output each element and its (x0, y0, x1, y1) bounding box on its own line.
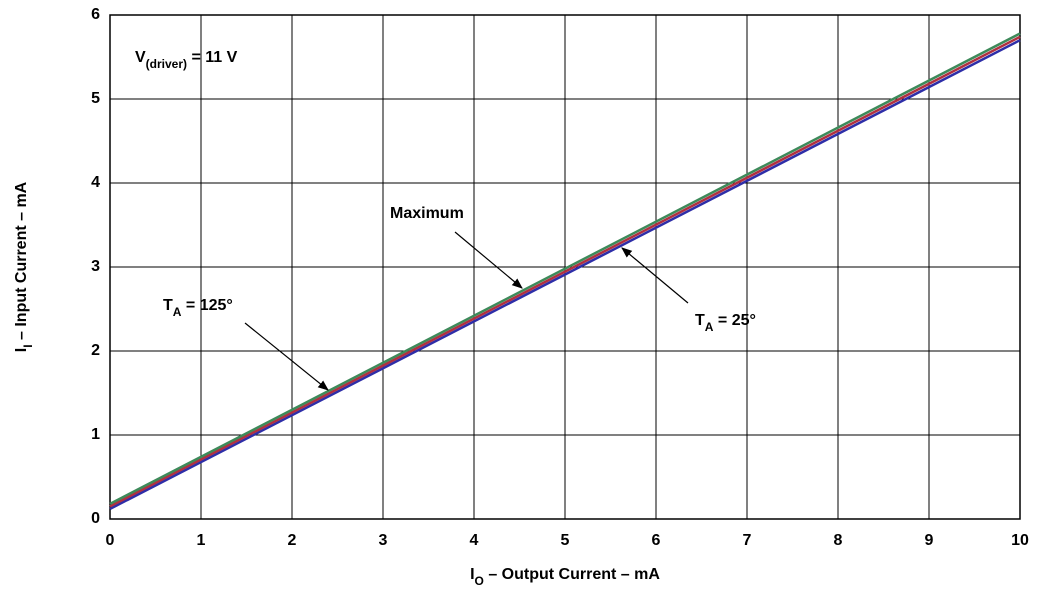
text-part: O (475, 574, 484, 588)
text-part: – Output Current – mA (484, 566, 660, 583)
text-part: Maximum (390, 205, 464, 222)
annotation-arrow (454, 231, 523, 289)
y-tick-label: 2 (91, 342, 100, 359)
x-tick-label: 1 (197, 532, 206, 549)
y-tick-label: 5 (91, 90, 100, 107)
x-tick-label: 3 (379, 532, 388, 549)
text-part: – Input Current – mA (13, 181, 30, 344)
x-tick-label: 0 (106, 532, 115, 549)
x-tick-label: 6 (652, 532, 661, 549)
y-tick-label: 3 (91, 258, 100, 275)
text-part: I (13, 348, 30, 352)
annotation: TA = 125° (163, 297, 233, 319)
annotation-arrow (244, 322, 329, 391)
x-tick-label: 8 (834, 532, 843, 549)
series-line (109, 35, 1021, 508)
y-tick-label: 6 (91, 6, 100, 23)
text-part: = 125° (181, 297, 232, 314)
annotation-arrow (621, 247, 689, 304)
x-tick-label: 10 (1011, 532, 1029, 549)
text-part: T (695, 312, 705, 329)
text-part: I (470, 566, 474, 583)
annotation: TA = 25° (695, 312, 756, 334)
text-part: T (163, 297, 173, 314)
x-tick-label: 2 (288, 532, 297, 549)
x-tick-label: 9 (925, 532, 934, 549)
annotation: V(driver) = 11 V (135, 49, 238, 71)
y-axis-label: II – Input Current – mA (13, 181, 35, 352)
text-part: = 11 V (187, 49, 238, 66)
text-part: I (21, 344, 35, 347)
annotation: Maximum (390, 205, 464, 222)
x-tick-label: 5 (561, 532, 570, 549)
x-tick-label: 4 (470, 532, 479, 549)
text-part: V (135, 49, 146, 66)
series-line (109, 39, 1021, 511)
x-axis-label: IO – Output Current – mA (470, 566, 660, 588)
y-tick-label: 4 (91, 174, 100, 191)
text-part: A (173, 305, 182, 319)
y-tick-label: 0 (91, 510, 100, 527)
series-line (109, 32, 1021, 505)
text-part: A (705, 320, 714, 334)
x-tick-label: 7 (743, 532, 752, 549)
text-part: = 25° (713, 312, 755, 329)
y-tick-label: 1 (91, 426, 100, 443)
plot-frame (109, 14, 1021, 520)
text-part: (driver) (146, 57, 187, 71)
